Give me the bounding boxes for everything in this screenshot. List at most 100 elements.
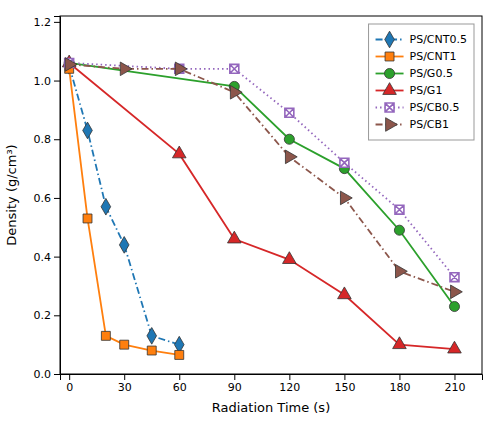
y-axis: 0.0 0.2 0.4 0.6 0.8 1.0 1.2 [34, 16, 61, 381]
series-marker [393, 337, 407, 349]
tick-mark [54, 81, 60, 82]
legend-item: PS/G0.5 [376, 67, 453, 80]
tick-label: 210 [444, 381, 465, 394]
tick-label: 120 [279, 381, 300, 394]
series-marker [101, 331, 110, 340]
plot-frame [60, 16, 482, 374]
tick: 0.6 [34, 192, 61, 205]
plot: 0 30 60 90 120 150 180 210 0.0 0.2 0.4 0.6 0.8 1.0 1.2… [34, 16, 483, 394]
series-marker [147, 328, 157, 345]
legend-item: PS/CB1 [376, 118, 450, 132]
series-marker [119, 237, 129, 254]
tick: 60 [173, 374, 187, 394]
series-marker [230, 64, 239, 73]
tick: 30 [118, 374, 132, 394]
tick: 90 [228, 374, 242, 394]
legend-label: PS/CB1 [410, 118, 450, 131]
tick-label: 180 [389, 381, 410, 394]
series-marker [65, 58, 77, 72]
tick-label: 0.8 [34, 133, 52, 146]
tick-label: 0.0 [34, 368, 52, 381]
series-marker [83, 214, 92, 223]
tick-mark [289, 374, 290, 380]
tick-label: 150 [334, 381, 355, 394]
legend-item: PS/G1 [376, 83, 443, 98]
legend: PS/CNT0.5 PS/CNT1 PS/G0.5 PS/G1 PS/CB0.5 PS/C… [369, 24, 474, 140]
series-marker [172, 146, 186, 158]
series-marker [147, 346, 156, 355]
tick: 150 [334, 374, 355, 394]
series-marker [451, 285, 463, 299]
tick: 0.8 [34, 133, 61, 146]
tick-mark [54, 374, 60, 375]
tick: 0.0 [34, 368, 61, 381]
legend-marker [385, 52, 394, 61]
tick-label: 30 [118, 381, 132, 394]
series-marker [285, 150, 297, 164]
tick: 0.4 [34, 251, 61, 264]
y-axis-title: Density (g/cm³) [4, 144, 19, 245]
tick-label: 0 [66, 381, 73, 394]
series-marker [340, 191, 352, 205]
legend-marker [385, 68, 395, 78]
series-marker [175, 350, 184, 359]
legend-marker [383, 83, 397, 95]
series-marker [448, 341, 462, 353]
series-marker [396, 264, 408, 278]
tick-mark [124, 374, 125, 380]
legend-label: PS/G1 [410, 84, 443, 97]
series-marker [120, 340, 129, 349]
tick-mark [54, 257, 60, 258]
tick-label: 1.2 [34, 16, 52, 29]
tick: 1.0 [34, 75, 61, 88]
tick-label: 1.0 [34, 75, 52, 88]
tick-mark [234, 374, 235, 380]
tick: 120 [279, 374, 300, 394]
tick-mark [54, 198, 60, 199]
tick: 180 [389, 374, 410, 394]
tick-mark [54, 22, 60, 23]
tick-label: 90 [228, 381, 242, 394]
tick-mark [179, 374, 180, 380]
legend-item: PS/CNT0.5 [376, 31, 467, 48]
chart: 0 30 60 90 120 150 180 210 0.0 0.2 0.4 0.6 0.8 1.0 1.2… [0, 0, 500, 424]
series-marker [230, 85, 242, 99]
axis-line [54, 17, 61, 375]
legend-marker [386, 118, 398, 132]
series-marker [101, 198, 111, 215]
tick-mark [54, 315, 60, 316]
legend-label: PS/CB0.5 [410, 101, 460, 114]
series-marker [228, 231, 242, 243]
tick: 0.2 [34, 309, 61, 322]
axis-line [61, 375, 483, 381]
legend-marker [385, 31, 395, 48]
tick-label: 60 [173, 381, 187, 394]
legend-label: PS/CNT0.5 [410, 33, 467, 46]
legend-box [369, 24, 474, 140]
series-marker [338, 287, 352, 299]
series-marker [285, 108, 294, 117]
tick: 210 [444, 374, 465, 394]
tick-mark [69, 374, 70, 380]
series-marker [449, 301, 459, 311]
series-marker [284, 134, 294, 144]
series-marker [283, 252, 297, 264]
tick-label: 0.2 [34, 309, 52, 322]
tick-mark [399, 374, 400, 380]
series-marker [395, 205, 404, 214]
tick-mark [454, 374, 455, 380]
tick-mark [54, 139, 60, 140]
series-marker [120, 62, 132, 76]
legend-label: PS/CNT1 [410, 50, 457, 63]
legend-item: PS/CNT1 [376, 50, 457, 63]
series-marker [83, 122, 93, 139]
legend-marker [385, 103, 394, 112]
tick: 0 [66, 374, 73, 394]
tick-mark [344, 374, 345, 380]
series-line [69, 69, 179, 355]
tick-label: 0.4 [34, 251, 52, 264]
series-marker [394, 225, 404, 235]
series-marker [340, 158, 349, 167]
legend-item: PS/CB0.5 [376, 101, 460, 114]
tick-label: 0.6 [34, 192, 52, 205]
